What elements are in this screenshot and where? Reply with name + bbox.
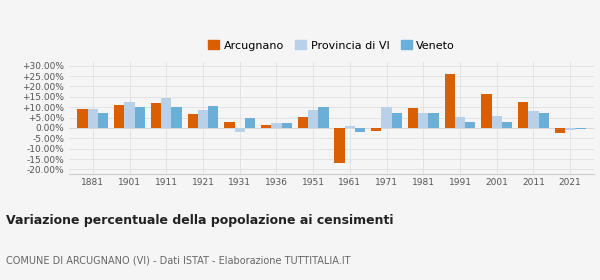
Bar [188,115,198,128]
Bar [491,116,502,128]
Bar [235,128,245,132]
Text: Variazione percentuale della popolazione ai censimenti: Variazione percentuale della popolazione… [6,214,394,227]
Bar [161,98,172,128]
Bar [518,102,528,128]
Bar [345,126,355,128]
Bar [151,103,161,128]
Bar [224,122,235,128]
Bar [428,113,439,128]
Bar [481,94,491,128]
Bar [355,128,365,132]
Bar [261,125,271,128]
Bar [88,109,98,128]
Bar [575,128,586,129]
Bar [281,123,292,128]
Bar [334,128,345,163]
Bar [77,109,88,128]
Bar [408,108,418,128]
Bar [371,128,382,131]
Bar [308,110,318,128]
Bar [318,107,329,128]
Bar [502,122,512,128]
Bar [455,116,465,128]
Bar [382,107,392,128]
Legend: Arcugnano, Provincia di VI, Veneto: Arcugnano, Provincia di VI, Veneto [204,36,459,55]
Bar [528,111,539,128]
Bar [445,74,455,128]
Bar [539,113,549,128]
Bar [465,122,475,128]
Bar [114,105,124,128]
Bar [98,113,108,128]
Bar [555,128,565,133]
Bar [245,118,255,128]
Bar [271,123,281,128]
Bar [298,116,308,128]
Bar [208,106,218,128]
Bar [565,128,575,130]
Bar [198,110,208,128]
Bar [135,107,145,128]
Text: COMUNE DI ARCUGNANO (VI) - Dati ISTAT - Elaborazione TUTTITALIA.IT: COMUNE DI ARCUGNANO (VI) - Dati ISTAT - … [6,255,350,265]
Bar [392,113,402,128]
Bar [418,113,428,128]
Bar [172,107,182,128]
Bar [124,102,135,128]
